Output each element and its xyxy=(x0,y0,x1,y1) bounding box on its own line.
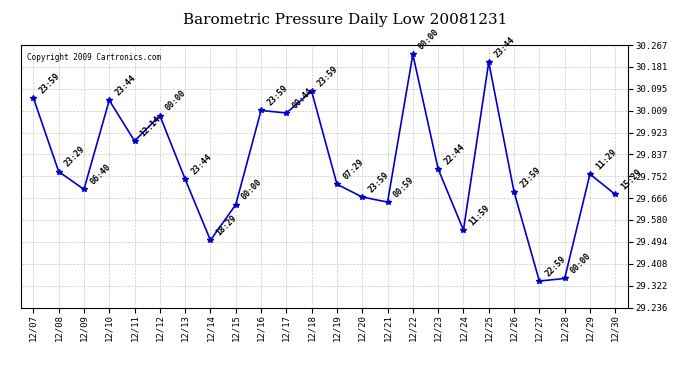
Text: 00:59: 00:59 xyxy=(392,175,416,200)
Text: Barometric Pressure Daily Low 20081231: Barometric Pressure Daily Low 20081231 xyxy=(183,13,507,27)
Text: 23:44: 23:44 xyxy=(493,35,517,59)
Text: 23:59: 23:59 xyxy=(37,71,61,95)
Text: 23:59: 23:59 xyxy=(316,64,340,88)
Text: 23:29: 23:29 xyxy=(63,145,87,169)
Text: 15:29: 15:29 xyxy=(620,168,644,192)
Text: Copyright 2009 Cartronics.com: Copyright 2009 Cartronics.com xyxy=(27,53,161,62)
Text: 23:59: 23:59 xyxy=(366,170,391,194)
Text: 00:00: 00:00 xyxy=(569,252,593,276)
Text: 07:29: 07:29 xyxy=(341,158,365,182)
Text: 23:59: 23:59 xyxy=(518,165,542,189)
Text: 12:14: 12:14 xyxy=(139,114,163,138)
Text: 23:44: 23:44 xyxy=(113,74,137,98)
Text: 00:00: 00:00 xyxy=(240,178,264,202)
Text: 00:00: 00:00 xyxy=(417,28,441,52)
Text: 11:29: 11:29 xyxy=(594,147,618,171)
Text: 18:29: 18:29 xyxy=(215,213,239,237)
Text: 00:44: 00:44 xyxy=(290,86,315,110)
Text: 06:40: 06:40 xyxy=(88,162,112,187)
Text: 23:44: 23:44 xyxy=(189,152,213,176)
Text: 22:44: 22:44 xyxy=(442,142,466,166)
Text: 23:59: 23:59 xyxy=(265,84,289,108)
Text: 22:59: 22:59 xyxy=(544,254,568,278)
Text: 11:59: 11:59 xyxy=(468,203,492,227)
Text: 00:00: 00:00 xyxy=(164,89,188,113)
